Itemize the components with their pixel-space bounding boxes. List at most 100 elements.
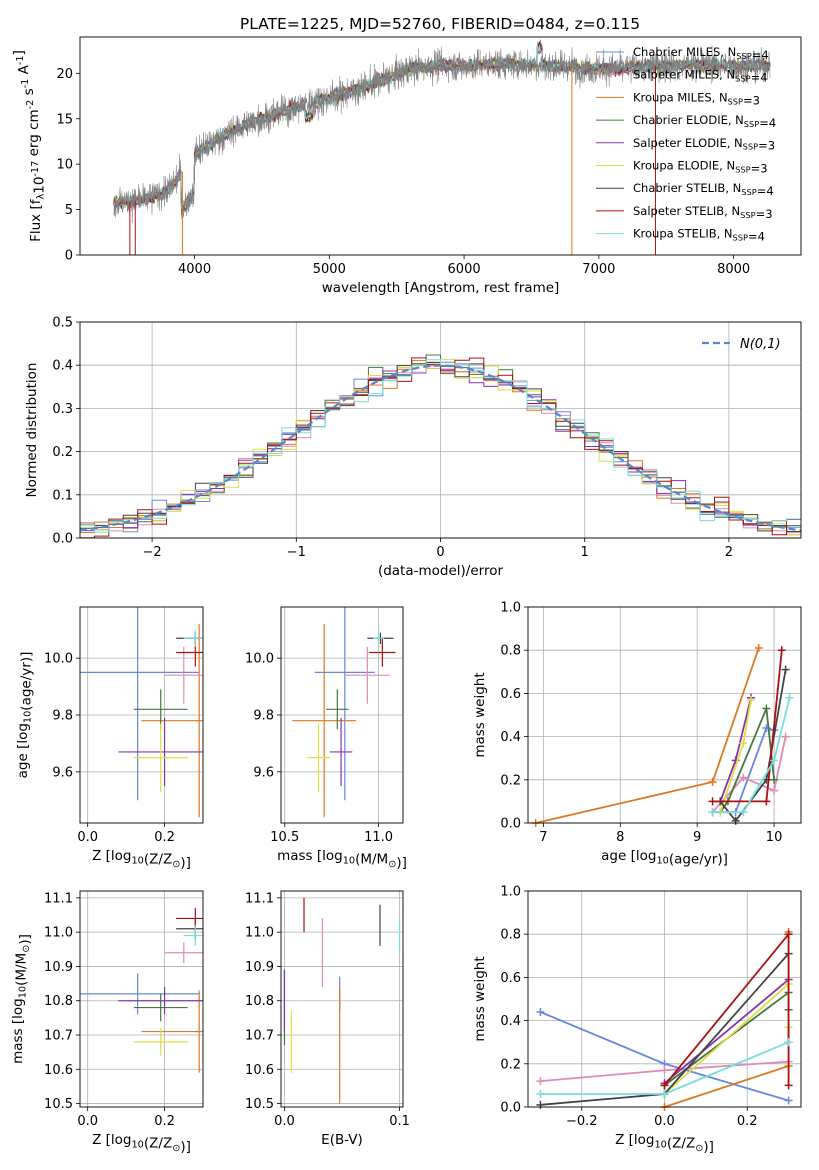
text-run: SSP bbox=[733, 232, 748, 242]
y-tick-label: 0.2 bbox=[52, 445, 73, 460]
text-run: (Z/Z bbox=[144, 1135, 172, 1151]
text-run: (Z/Z bbox=[144, 851, 172, 867]
mass-weight-marker bbox=[784, 1081, 793, 1090]
mass-weight-marker bbox=[708, 777, 717, 786]
mass-weight-marker bbox=[536, 1007, 545, 1016]
axes-frame bbox=[280, 890, 404, 1108]
x-tick-label: 1 bbox=[581, 545, 589, 560]
text-run: ⊙ bbox=[21, 945, 32, 953]
mass-weight-marker bbox=[660, 1090, 669, 1099]
y-tick-label: 10.9 bbox=[245, 960, 274, 975]
text-run: =4 bbox=[759, 116, 776, 130]
text-run: 10 bbox=[656, 855, 668, 866]
mass-weight-marker bbox=[536, 1100, 545, 1109]
mass-weight-marker bbox=[660, 1081, 669, 1090]
y-tick-label: 9.8 bbox=[52, 709, 73, 724]
y-tick-label: 0.0 bbox=[52, 532, 73, 547]
spectrum-xlabel: wavelength [Angstrom, rest frame] bbox=[322, 280, 560, 296]
y-tick-label: 0.8 bbox=[500, 928, 521, 943]
x-tick-label: 0 bbox=[436, 545, 444, 560]
text-run: s bbox=[21, 88, 37, 99]
text-run: wavelength [Angstrom, rest frame] bbox=[322, 280, 560, 296]
age_vs_Z-axes: 0.0 0.29.69.810.0Z [log10(Z/Z⊙)]age [log1… bbox=[15, 606, 204, 871]
text-run: SSP bbox=[736, 51, 751, 61]
text-run: =3 bbox=[751, 161, 768, 175]
text-run: A bbox=[16, 64, 32, 78]
text-run: Kroupa MILES, N bbox=[633, 90, 728, 104]
text-run: SSP bbox=[741, 187, 756, 197]
y-tick-label: 0.3 bbox=[52, 402, 73, 417]
axes-frame bbox=[79, 321, 802, 539]
observed-spectrum bbox=[113, 45, 771, 223]
model-spectrum bbox=[113, 45, 771, 209]
text-run: Z [log bbox=[92, 848, 131, 864]
mass-weight-marker bbox=[781, 732, 790, 741]
text-run: 10 bbox=[132, 1139, 144, 1150]
mass-weight-marker bbox=[754, 644, 763, 653]
text-run: Kroupa ELODIE, N bbox=[633, 159, 735, 173]
text-run: Flux [f bbox=[28, 198, 44, 242]
figure-title: PLATE=1225, MJD=52760, FIBERID=0484, z=0… bbox=[240, 15, 640, 33]
text-run: )] bbox=[180, 855, 191, 871]
text-run: ⊙ bbox=[388, 859, 396, 870]
x-tick-label: 0.2 bbox=[737, 1114, 758, 1129]
y-tick-label: 10.5 bbox=[245, 1097, 274, 1112]
mass_vs_Z-axes: 0.0 0.2 10.5 10.6 10.7 10.8 10.9 11.0 11.1 Z [log… bbox=[10, 890, 204, 1155]
age_vs_mass-xlabel: mass [log10(M/M⊙)] bbox=[277, 848, 407, 871]
residuals-ylabel: Normed distribution bbox=[24, 363, 40, 498]
text-run: Normed distribution bbox=[24, 363, 40, 498]
age_vs_Z-xlabel: Z [log10(Z/Z⊙)] bbox=[92, 848, 191, 871]
text-run: 10 bbox=[31, 177, 47, 194]
mass_vs_Z-xlabel: Z [log10(Z/Z⊙)] bbox=[92, 1132, 191, 1155]
spectrum-ylabel: Flux [fλ10-17 erg cm-2 s-1 A-1] bbox=[11, 50, 48, 242]
mass-weight-marker bbox=[708, 797, 717, 806]
text-run: )] bbox=[703, 1139, 714, 1155]
y-tick-label: 10.8 bbox=[44, 994, 73, 1009]
x-tick-label: 2 bbox=[725, 545, 733, 560]
x-tick-label: 8 bbox=[616, 830, 624, 845]
mass-weight-marker bbox=[784, 1038, 793, 1047]
mass-weight-marker bbox=[747, 695, 756, 704]
y-tick-label: 1.0 bbox=[500, 601, 521, 616]
weight_vs_Z-axes: −0.2 0.0 0.2 0.0 0.2 0.4 0.6 0.8 1.0 Z [log10(Z/Z… bbox=[472, 885, 802, 1155]
y-tick-label: 0.4 bbox=[500, 1014, 521, 1029]
text-run: =4 bbox=[748, 229, 765, 243]
text-run: (M/M bbox=[355, 851, 388, 867]
x-tick-label: −0.2 bbox=[566, 1114, 598, 1129]
x-tick-label: 0.0 bbox=[77, 1114, 98, 1129]
x-tick-label: −1 bbox=[287, 545, 306, 560]
y-tick-label: 20 bbox=[56, 67, 73, 82]
mass-weight-marker bbox=[660, 1066, 669, 1075]
text-run: mass weight bbox=[472, 672, 488, 757]
text-run: =3 bbox=[743, 93, 760, 107]
y-tick-label: 10.0 bbox=[44, 652, 73, 667]
legend-label: Salpeter STELIB, NSSP=3 bbox=[633, 204, 773, 221]
x-tick-label: 0.1 bbox=[389, 1114, 410, 1129]
mass_vs_ebv-axes: 0.0 0.1 10.5 10.6 10.7 10.8 10.9 11.0 11.1 E(B-V) bbox=[245, 890, 410, 1148]
text-run: mass weight bbox=[472, 956, 488, 1041]
mass-weight-line bbox=[663, 981, 790, 1095]
mass-weight-marker bbox=[770, 775, 779, 784]
y-tick-label: 0.4 bbox=[52, 359, 73, 374]
mass-weight-marker bbox=[536, 1077, 545, 1086]
legend-label: Kroupa ELODIE, NSSP=3 bbox=[633, 159, 768, 176]
mass-weight-marker bbox=[739, 773, 748, 782]
y-tick-label: 0.0 bbox=[500, 817, 521, 832]
legend-label: Chabrier STELIB, NSSP=4 bbox=[633, 181, 774, 198]
y-tick-label: 10.9 bbox=[44, 960, 73, 975]
age_vs_mass-axes: 10.5 11.0 9.6 9.8 10.0 mass [log10(M/M⊙)] bbox=[245, 606, 407, 871]
mass-weight-marker bbox=[536, 1090, 545, 1099]
weight_vs_Z-ylabel: mass weight bbox=[472, 956, 488, 1041]
normal-reference-curve bbox=[80, 364, 801, 532]
axes-frame bbox=[280, 606, 404, 824]
mass_vs_ebv-xlabel: E(B-V) bbox=[321, 1132, 363, 1148]
axes-frame bbox=[79, 36, 802, 256]
y-tick-label: 9.6 bbox=[52, 765, 73, 780]
text-run: (age/yr)] bbox=[18, 652, 34, 711]
mass-weight-marker bbox=[770, 756, 779, 765]
text-run: Chabrier MILES, N bbox=[633, 45, 736, 59]
text-run: (Z/Z bbox=[667, 1135, 695, 1151]
x-tick-label: 5000 bbox=[313, 262, 346, 277]
